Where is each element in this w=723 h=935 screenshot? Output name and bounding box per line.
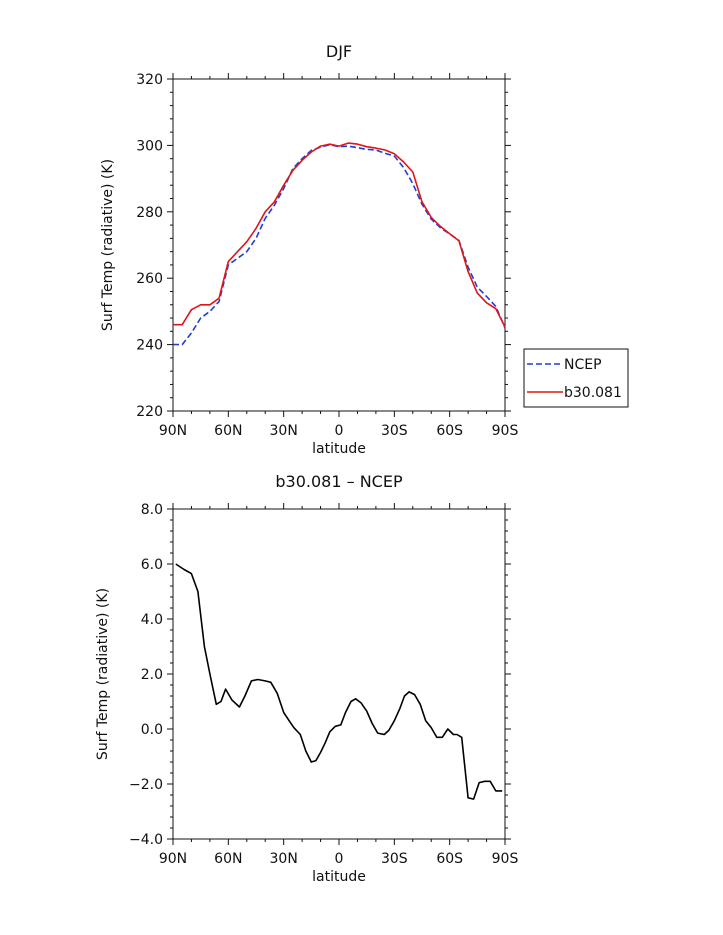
x-tick-label: 60N bbox=[214, 851, 242, 867]
y-tick-label: 280 bbox=[136, 205, 163, 221]
bottom-panel-difference: 90N 60N 30N 0 30S 60S 90S −4.0 −2.0 0.0 2.0 4.0 6.0 8… bbox=[95, 472, 518, 885]
y-tick-label: 240 bbox=[136, 338, 163, 354]
x-tick-label: 60N bbox=[214, 423, 242, 439]
y-tick-label: 300 bbox=[136, 138, 163, 154]
plot-frame bbox=[172, 78, 506, 412]
legend-box bbox=[523, 348, 629, 408]
x-tick-label: 30S bbox=[381, 851, 408, 867]
y-tick-label: −4.0 bbox=[129, 832, 163, 848]
x-tick-label: 90N bbox=[159, 423, 187, 439]
x-tick-label: 0 bbox=[335, 851, 344, 867]
x-tick-label: 30N bbox=[270, 423, 298, 439]
top-panel-djf: 90N 60N 30N 0 30S 60S 90S 220 240 260 280 300 320 DJF… bbox=[100, 42, 629, 457]
y-tick-label: 220 bbox=[136, 404, 163, 420]
y-tick-label: 6.0 bbox=[141, 557, 163, 573]
y-tick-label: 0.0 bbox=[141, 722, 163, 738]
x-tick-label: 90S bbox=[492, 423, 519, 439]
chart-title: DJF bbox=[326, 42, 352, 61]
y-axis-label: Surf Temp (radiative) (K) bbox=[100, 159, 116, 331]
y-tick-label: 4.0 bbox=[141, 612, 163, 628]
x-tick-label: 90N bbox=[159, 851, 187, 867]
plot-frame bbox=[172, 508, 506, 840]
y-tick-label: 2.0 bbox=[141, 667, 163, 683]
x-tick-label: 0 bbox=[335, 423, 344, 439]
series-line-b30-081 bbox=[173, 142, 506, 328]
y-tick-label: −2.0 bbox=[129, 777, 163, 793]
x-tick-label: 30S bbox=[381, 423, 408, 439]
y-tick-label: 8.0 bbox=[141, 502, 163, 518]
y-axis-label: Surf Temp (radiative) (K) bbox=[95, 588, 111, 760]
x-tick-label: 90S bbox=[492, 851, 519, 867]
series-line-ncep bbox=[173, 143, 506, 346]
legend: NCEP b30.081 bbox=[523, 348, 629, 408]
x-tick-label: 60S bbox=[436, 423, 463, 439]
chart-title: b30.081 – NCEP bbox=[275, 472, 403, 491]
legend-entry: b30.081 bbox=[564, 385, 622, 401]
x-tick-label: 30N bbox=[270, 851, 298, 867]
series-line-difference bbox=[175, 563, 503, 800]
x-axis-label: latitude bbox=[312, 869, 366, 885]
x-axis-label: latitude bbox=[312, 441, 366, 457]
y-tick-label: 320 bbox=[136, 72, 163, 88]
y-tick-label: 260 bbox=[136, 271, 163, 287]
x-tick-label: 60S bbox=[436, 851, 463, 867]
legend-entry: NCEP bbox=[564, 357, 602, 373]
